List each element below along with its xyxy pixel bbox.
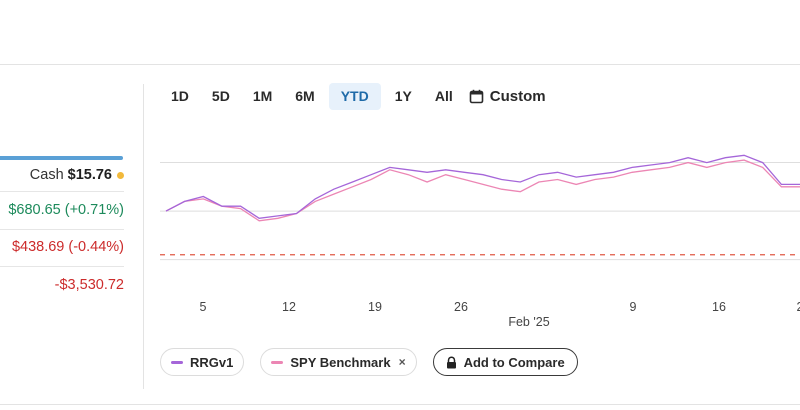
- spy-swatch: [271, 360, 284, 364]
- x-tick-label: 19: [368, 300, 382, 314]
- add-to-compare-label: Add to Compare: [463, 354, 565, 370]
- performance-chart: 5 12 19 26 9 16 2 Feb '25: [160, 154, 800, 329]
- x-tick-label: 9: [630, 300, 637, 314]
- rrgv1-line: [165, 154, 800, 219]
- cash-value: $15.76: [67, 167, 112, 183]
- legend-chip-rrgv1[interactable]: RRGv1: [160, 348, 245, 376]
- loss-value: $438.69 (-0.44%): [11, 239, 124, 255]
- tab-5d[interactable]: 5D: [211, 88, 230, 104]
- chart-gridlines: [160, 162, 800, 261]
- rrgv1-label: RRGv1: [190, 354, 234, 370]
- cash-label: Cash: [29, 167, 64, 183]
- spy-benchmark-line: [165, 159, 800, 222]
- gain-value: $680.65 (+0.71%): [8, 202, 124, 218]
- total-return-value: -$3,530.72: [54, 277, 124, 293]
- lock-icon: [446, 356, 456, 368]
- remove-icon[interactable]: ×: [398, 355, 406, 369]
- x-tick-label: 26: [454, 300, 468, 314]
- cash-row: Cash $15.76: [30, 167, 124, 183]
- bottom-divider: [0, 404, 800, 405]
- tab-6m[interactable]: 6M: [295, 88, 315, 104]
- summary-separator: [0, 191, 124, 192]
- x-tick-label: 12: [282, 300, 296, 314]
- legend-chips: RRGv1 SPY Benchmark × Add to Compare: [160, 348, 594, 376]
- summary-separator: [0, 229, 124, 230]
- x-tick-label: 5: [200, 300, 207, 314]
- tab-1m[interactable]: 1M: [252, 88, 273, 104]
- tab-custom[interactable]: Custom: [469, 88, 546, 105]
- tab-ytd[interactable]: YTD: [328, 83, 381, 110]
- rrgv1-swatch: [171, 360, 183, 364]
- top-divider: [0, 64, 800, 65]
- x-axis-ticks: 5 12 19 26 9 16 2: [200, 300, 800, 314]
- custom-range-label: Custom: [489, 88, 546, 105]
- tab-1y[interactable]: 1Y: [394, 88, 412, 104]
- x-axis-month-label: Feb '25: [508, 315, 549, 329]
- cash-status-dot: [117, 171, 124, 179]
- summary-separator: [0, 266, 124, 267]
- calendar-icon: [469, 89, 484, 104]
- x-tick-label: 2: [797, 300, 800, 314]
- add-to-compare-button[interactable]: Add to Compare: [432, 348, 578, 376]
- legend-chip-spy[interactable]: SPY Benchmark ×: [260, 348, 417, 376]
- tab-all[interactable]: All: [434, 88, 453, 104]
- summary-accent-bar: [0, 156, 123, 160]
- x-tick-label: 16: [712, 300, 726, 314]
- range-tabs: 1D 5D 1M 6M YTD 1Y All Custom: [162, 83, 546, 110]
- tab-1d[interactable]: 1D: [171, 88, 189, 104]
- panel-divider: [143, 84, 144, 389]
- spy-label: SPY Benchmark: [290, 354, 391, 370]
